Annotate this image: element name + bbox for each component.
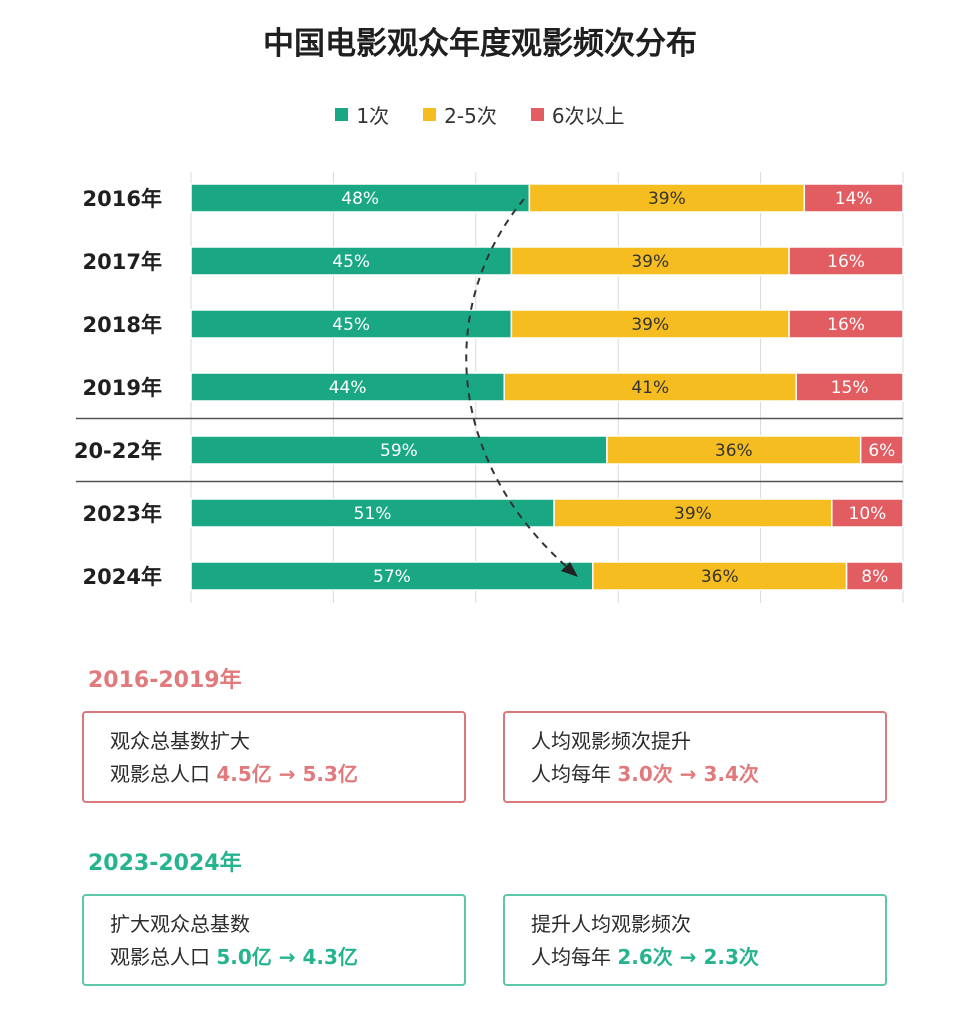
data-label: 36% <box>715 441 753 461</box>
category-label: 20-22年 <box>74 439 162 463</box>
category-label: 2024年 <box>83 565 162 589</box>
bar-segment <box>190 183 531 213</box>
data-label: 45% <box>332 315 370 335</box>
legend: 1次 2-5次 6次以上 <box>0 100 960 129</box>
card-detail-label: 观影总人口 <box>110 762 217 786</box>
legend-swatch-6-plus <box>530 108 544 121</box>
data-label: 39% <box>648 189 686 209</box>
legend-swatch-once <box>335 108 349 121</box>
data-label: 39% <box>674 504 712 524</box>
category-label: 2016年 <box>83 187 162 211</box>
card-detail-value: 5.0亿 → 4.3亿 <box>216 945 358 969</box>
bar-segment <box>795 372 904 402</box>
bar-segment <box>190 435 608 465</box>
legend-item-6-plus: 6次以上 <box>530 100 625 129</box>
card-frequency-increase: 人均观影频次提升 人均每年 3.0次 → 3.4次 <box>503 711 887 803</box>
legend-label-2-5: 2-5次 <box>444 104 497 128</box>
legend-label-once: 1次 <box>356 104 390 128</box>
card-detail: 观影总人口 5.0亿 → 4.3亿 <box>110 941 464 974</box>
data-label: 51% <box>354 504 392 524</box>
card-detail-label: 人均每年 <box>531 945 618 969</box>
data-label: 39% <box>631 252 669 272</box>
data-label: 16% <box>827 252 865 272</box>
bar-segment <box>803 183 904 213</box>
bar-segment <box>606 435 862 465</box>
card-heading: 观众总基数扩大 <box>110 729 250 753</box>
trend-arrow <box>465 198 576 575</box>
card-detail: 人均每年 3.0次 → 3.4次 <box>531 758 885 791</box>
trend-arrowhead <box>561 562 578 577</box>
card-detail-label: 观影总人口 <box>110 945 217 969</box>
data-label: 15% <box>831 378 869 398</box>
card-audience-base-expand: 观众总基数扩大 观影总人口 4.5亿 → 5.3亿 <box>82 711 466 803</box>
data-label: 8% <box>861 567 888 587</box>
bar-segment <box>190 309 513 339</box>
category-label: 2019年 <box>83 376 162 400</box>
data-label: 39% <box>631 315 669 335</box>
bar-segment <box>190 372 506 402</box>
data-label: 14% <box>835 189 873 209</box>
data-label: 57% <box>373 567 411 587</box>
legend-item-2-5: 2-5次 <box>423 100 497 129</box>
section-title-2023-2024: 2023-2024年 <box>88 851 242 876</box>
legend-item-once: 1次 <box>335 100 389 129</box>
bar-segment <box>788 309 904 339</box>
bar-segment <box>190 246 513 276</box>
card-heading: 人均观影频次提升 <box>531 729 691 753</box>
card-raise-frequency: 提升人均观影频次 人均每年 2.6次 → 2.3次 <box>503 894 887 986</box>
data-label: 44% <box>329 378 367 398</box>
bar-segment <box>503 372 797 402</box>
card-expand-audience-base: 扩大观众总基数 观影总人口 5.0亿 → 4.3亿 <box>82 894 466 986</box>
card-heading: 提升人均观影频次 <box>531 912 691 936</box>
bar-segment <box>859 435 904 465</box>
data-label: 16% <box>827 315 865 335</box>
section-title-2016-2019: 2016-2019年 <box>88 668 242 693</box>
data-label: 45% <box>332 252 370 272</box>
card-heading: 扩大观众总基数 <box>110 912 250 936</box>
category-label: 2023年 <box>83 502 162 526</box>
category-label: 2018年 <box>83 313 162 337</box>
bar-segment <box>510 309 790 339</box>
card-detail-label: 人均每年 <box>531 762 618 786</box>
data-label: 59% <box>380 441 418 461</box>
card-detail-value: 4.5亿 → 5.3亿 <box>216 762 358 786</box>
legend-swatch-2-5 <box>423 108 437 121</box>
card-detail: 观影总人口 4.5亿 → 5.3亿 <box>110 758 464 791</box>
card-detail-value: 2.6次 → 2.3次 <box>617 945 759 969</box>
bar-segment <box>553 498 833 528</box>
card-detail-value: 3.0次 → 3.4次 <box>617 762 759 786</box>
bar-segment <box>845 561 904 591</box>
category-label: 2017年 <box>83 250 162 274</box>
data-label: 6% <box>868 441 895 461</box>
data-label: 36% <box>701 567 739 587</box>
bar-segment <box>831 498 904 528</box>
chart-title: 中国电影观众年度观影频次分布 <box>263 26 697 62</box>
data-label: 41% <box>631 378 669 398</box>
card-detail: 人均每年 2.6次 → 2.3次 <box>531 941 885 974</box>
legend-label-6-plus: 6次以上 <box>551 104 625 128</box>
stacked-bar-chart: 2016年 48% 39% 14% 2017年 45% 39% 16% 2018年 45% 39% 1… <box>74 172 904 603</box>
data-label: 48% <box>341 189 379 209</box>
bar-segment <box>788 246 904 276</box>
data-label: 10% <box>849 504 887 524</box>
bar-segment <box>510 246 790 276</box>
